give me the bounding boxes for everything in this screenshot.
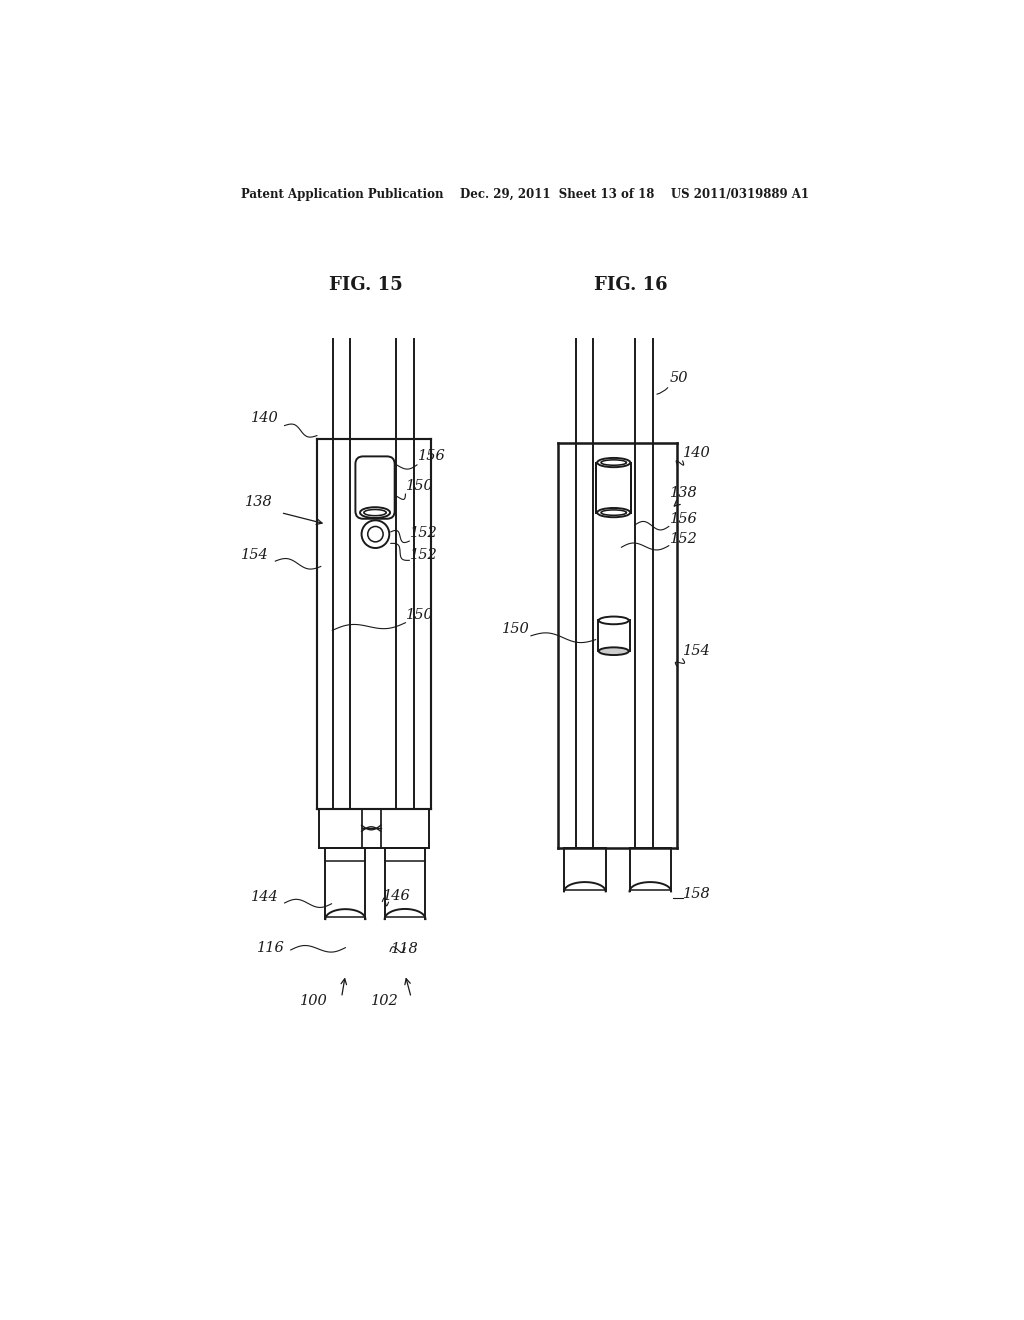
Text: 154: 154: [683, 644, 712, 659]
Text: 156: 156: [670, 512, 697, 527]
Text: 150: 150: [407, 609, 434, 622]
Text: 116: 116: [257, 940, 285, 954]
Text: 152: 152: [410, 548, 438, 562]
Ellipse shape: [601, 510, 627, 515]
Bar: [598, 620, 630, 651]
Text: 152: 152: [670, 532, 697, 546]
Bar: [596, 462, 631, 512]
Ellipse shape: [599, 616, 629, 624]
Text: Patent Application Publication    Dec. 29, 2011  Sheet 13 of 18    US 2011/03198: Patent Application Publication Dec. 29, …: [241, 187, 809, 201]
Ellipse shape: [597, 508, 631, 517]
Text: 146: 146: [383, 888, 411, 903]
Text: 140: 140: [683, 446, 712, 461]
Text: 150: 150: [502, 622, 529, 636]
Ellipse shape: [360, 507, 390, 517]
Text: 138: 138: [670, 486, 697, 500]
Text: 138: 138: [246, 495, 273, 510]
Text: FIG. 15: FIG. 15: [329, 276, 402, 294]
Text: 100: 100: [300, 994, 328, 1008]
Ellipse shape: [364, 510, 386, 516]
Ellipse shape: [599, 647, 629, 655]
Ellipse shape: [601, 459, 627, 465]
Text: 102: 102: [371, 994, 398, 1008]
Text: 140: 140: [252, 411, 280, 425]
Text: 152: 152: [410, 527, 438, 540]
Text: 50: 50: [670, 371, 688, 384]
Text: 156: 156: [418, 449, 445, 463]
Text: 154: 154: [242, 548, 269, 562]
Text: FIG. 16: FIG. 16: [594, 276, 668, 294]
Text: 144: 144: [251, 891, 279, 904]
Text: 150: 150: [407, 479, 434, 492]
Ellipse shape: [597, 458, 631, 467]
Text: 158: 158: [683, 887, 712, 900]
Text: 118: 118: [391, 942, 419, 956]
FancyBboxPatch shape: [355, 457, 394, 519]
